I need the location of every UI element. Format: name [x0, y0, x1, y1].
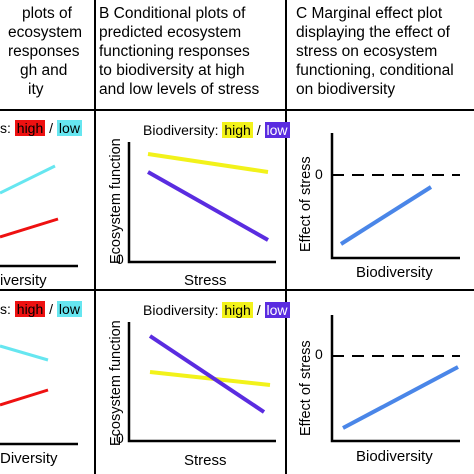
low-line-row2-a — [0, 344, 49, 362]
axis-row1-b — [127, 142, 276, 264]
xlabel-row2-b: Stress — [184, 452, 227, 469]
effect-line-row2-c — [342, 365, 459, 430]
header-line: functioning, conditional — [296, 62, 454, 79]
legend-sep: / — [252, 122, 265, 138]
header-line: to biodiversity at high — [99, 62, 245, 79]
header-line: B Conditional plots of — [99, 5, 246, 22]
legend-low: low — [264, 122, 290, 138]
header-line: responses — [8, 43, 80, 60]
legend-sep: / — [45, 120, 57, 136]
legend-high: high — [14, 120, 46, 136]
effect-line-row1-c — [339, 185, 433, 246]
legend-prefix: Biodiversity: — [143, 122, 223, 138]
header-line: on biodiversity — [296, 81, 396, 98]
low-line-row1-a — [0, 164, 56, 195]
high-line-row1-b — [147, 152, 269, 174]
xlabel-row2-c: Biodiversity — [356, 448, 433, 465]
ytick-zero-row2-c: 0 — [315, 346, 323, 362]
header-line: ecosystem — [8, 24, 83, 41]
divider-vertical-1 — [94, 0, 96, 474]
ytick-zero-row2-b: 0 — [116, 430, 124, 446]
header-line: predicted ecosystem — [99, 24, 242, 41]
low-line-row1-b — [147, 170, 269, 242]
legend-sep: / — [45, 301, 57, 317]
divider-horizontal-2 — [0, 289, 474, 291]
legend-prefix: Biodiversity: — [143, 302, 223, 318]
axis-row2-b — [127, 322, 276, 443]
divider-horizontal-1 — [0, 109, 474, 111]
xlabel-row1-c: Biodiversity — [356, 264, 433, 281]
legend-prefix: s: — [0, 120, 15, 136]
xlabel-row1-b: Stress — [184, 272, 227, 289]
legend-row1-a: s: high / low — [0, 120, 82, 137]
high-line-row2-a — [0, 388, 49, 407]
legend-high: high — [14, 301, 46, 317]
ytick-zero-row1-c: 0 — [315, 166, 323, 182]
header-line: gh and — [20, 62, 68, 79]
header-line: and low levels of stress — [99, 81, 260, 98]
header-line: functioning responses — [99, 43, 250, 60]
low-line-row2-b — [148, 334, 266, 414]
header-line: ity — [28, 81, 44, 98]
header-line: stress on ecosystem — [296, 43, 438, 60]
legend-low: low — [56, 120, 82, 136]
legend-prefix: s: — [0, 301, 15, 317]
divider-vertical-2 — [285, 0, 287, 474]
column-c-header: C Marginal effect plot displaying the ef… — [296, 4, 454, 99]
legend-row1-b: Biodiversity: high / low — [143, 122, 290, 139]
ytick-zero-row1-b: 0 — [116, 251, 124, 267]
column-a-header: plots of ecosystem responses gh and ity — [8, 4, 82, 99]
legend-high: high — [222, 302, 253, 318]
xlabel-row2-a: Diversity — [0, 450, 58, 467]
legend-row2-a: s: high / low — [0, 301, 82, 318]
high-line-row1-a — [0, 217, 59, 239]
high-line-row2-b — [149, 370, 271, 387]
legend-low: low — [56, 301, 82, 317]
header-line: C Marginal effect plot — [296, 5, 443, 22]
legend-high: high — [222, 122, 253, 138]
header-line: plots of — [22, 5, 72, 22]
legend-row2-b: Biodiversity: high / low — [143, 302, 290, 319]
legend-sep: / — [252, 302, 265, 318]
xlabel-row1-a: iversity — [0, 272, 47, 289]
legend-low: low — [264, 302, 290, 318]
column-b-header: B Conditional plots of predicted ecosyst… — [99, 4, 259, 99]
header-line: displaying the effect of — [296, 24, 450, 41]
